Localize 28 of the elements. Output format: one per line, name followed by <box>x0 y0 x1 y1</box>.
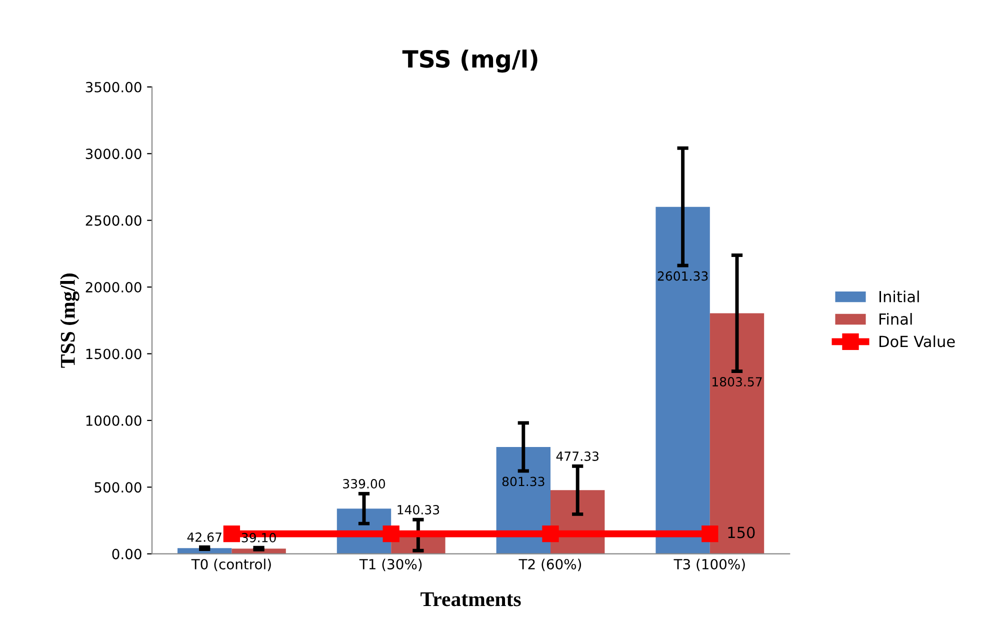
data-label: 42.67 <box>187 532 222 542</box>
data-label: 150 <box>728 526 755 538</box>
data-label: 1803.57 <box>712 377 762 387</box>
x-axis-title: Treatments <box>420 592 521 606</box>
y-tick-label: 0.00 <box>112 548 142 560</box>
y-tick-label: 1000.00 <box>86 415 142 426</box>
y-tick-label: 2500.00 <box>86 215 142 226</box>
bar <box>656 206 710 554</box>
data-label: 801.33 <box>502 476 544 486</box>
chart-title: TSS (mg/l) <box>402 50 538 73</box>
legend-label: Final <box>880 312 912 325</box>
y-tick-label: 500.00 <box>94 482 142 493</box>
y-axis-title: TSS (mg/l) <box>60 274 80 368</box>
data-label: 140.33 <box>398 504 440 514</box>
x-tick-label: T2 (60%) <box>518 558 582 572</box>
data-label: 339.00 <box>343 479 386 488</box>
legend-label: DoE Value <box>880 335 955 348</box>
data-label: 477.33 <box>556 451 598 461</box>
y-tick-label: 3500.00 <box>86 82 142 92</box>
y-tick-label: 2000.00 <box>86 282 142 293</box>
bar <box>710 313 764 554</box>
x-tick-label: T3 (100%) <box>674 558 745 572</box>
x-tick-label: T1 (30%) <box>359 558 422 572</box>
legend-label: Initial <box>880 290 919 302</box>
y-tick-label: 1500.00 <box>86 348 142 360</box>
data-label: 2601.33 <box>658 271 708 281</box>
y-tick-label: 3000.00 <box>86 148 142 160</box>
x-tick-label: T0 (control) <box>191 558 271 572</box>
